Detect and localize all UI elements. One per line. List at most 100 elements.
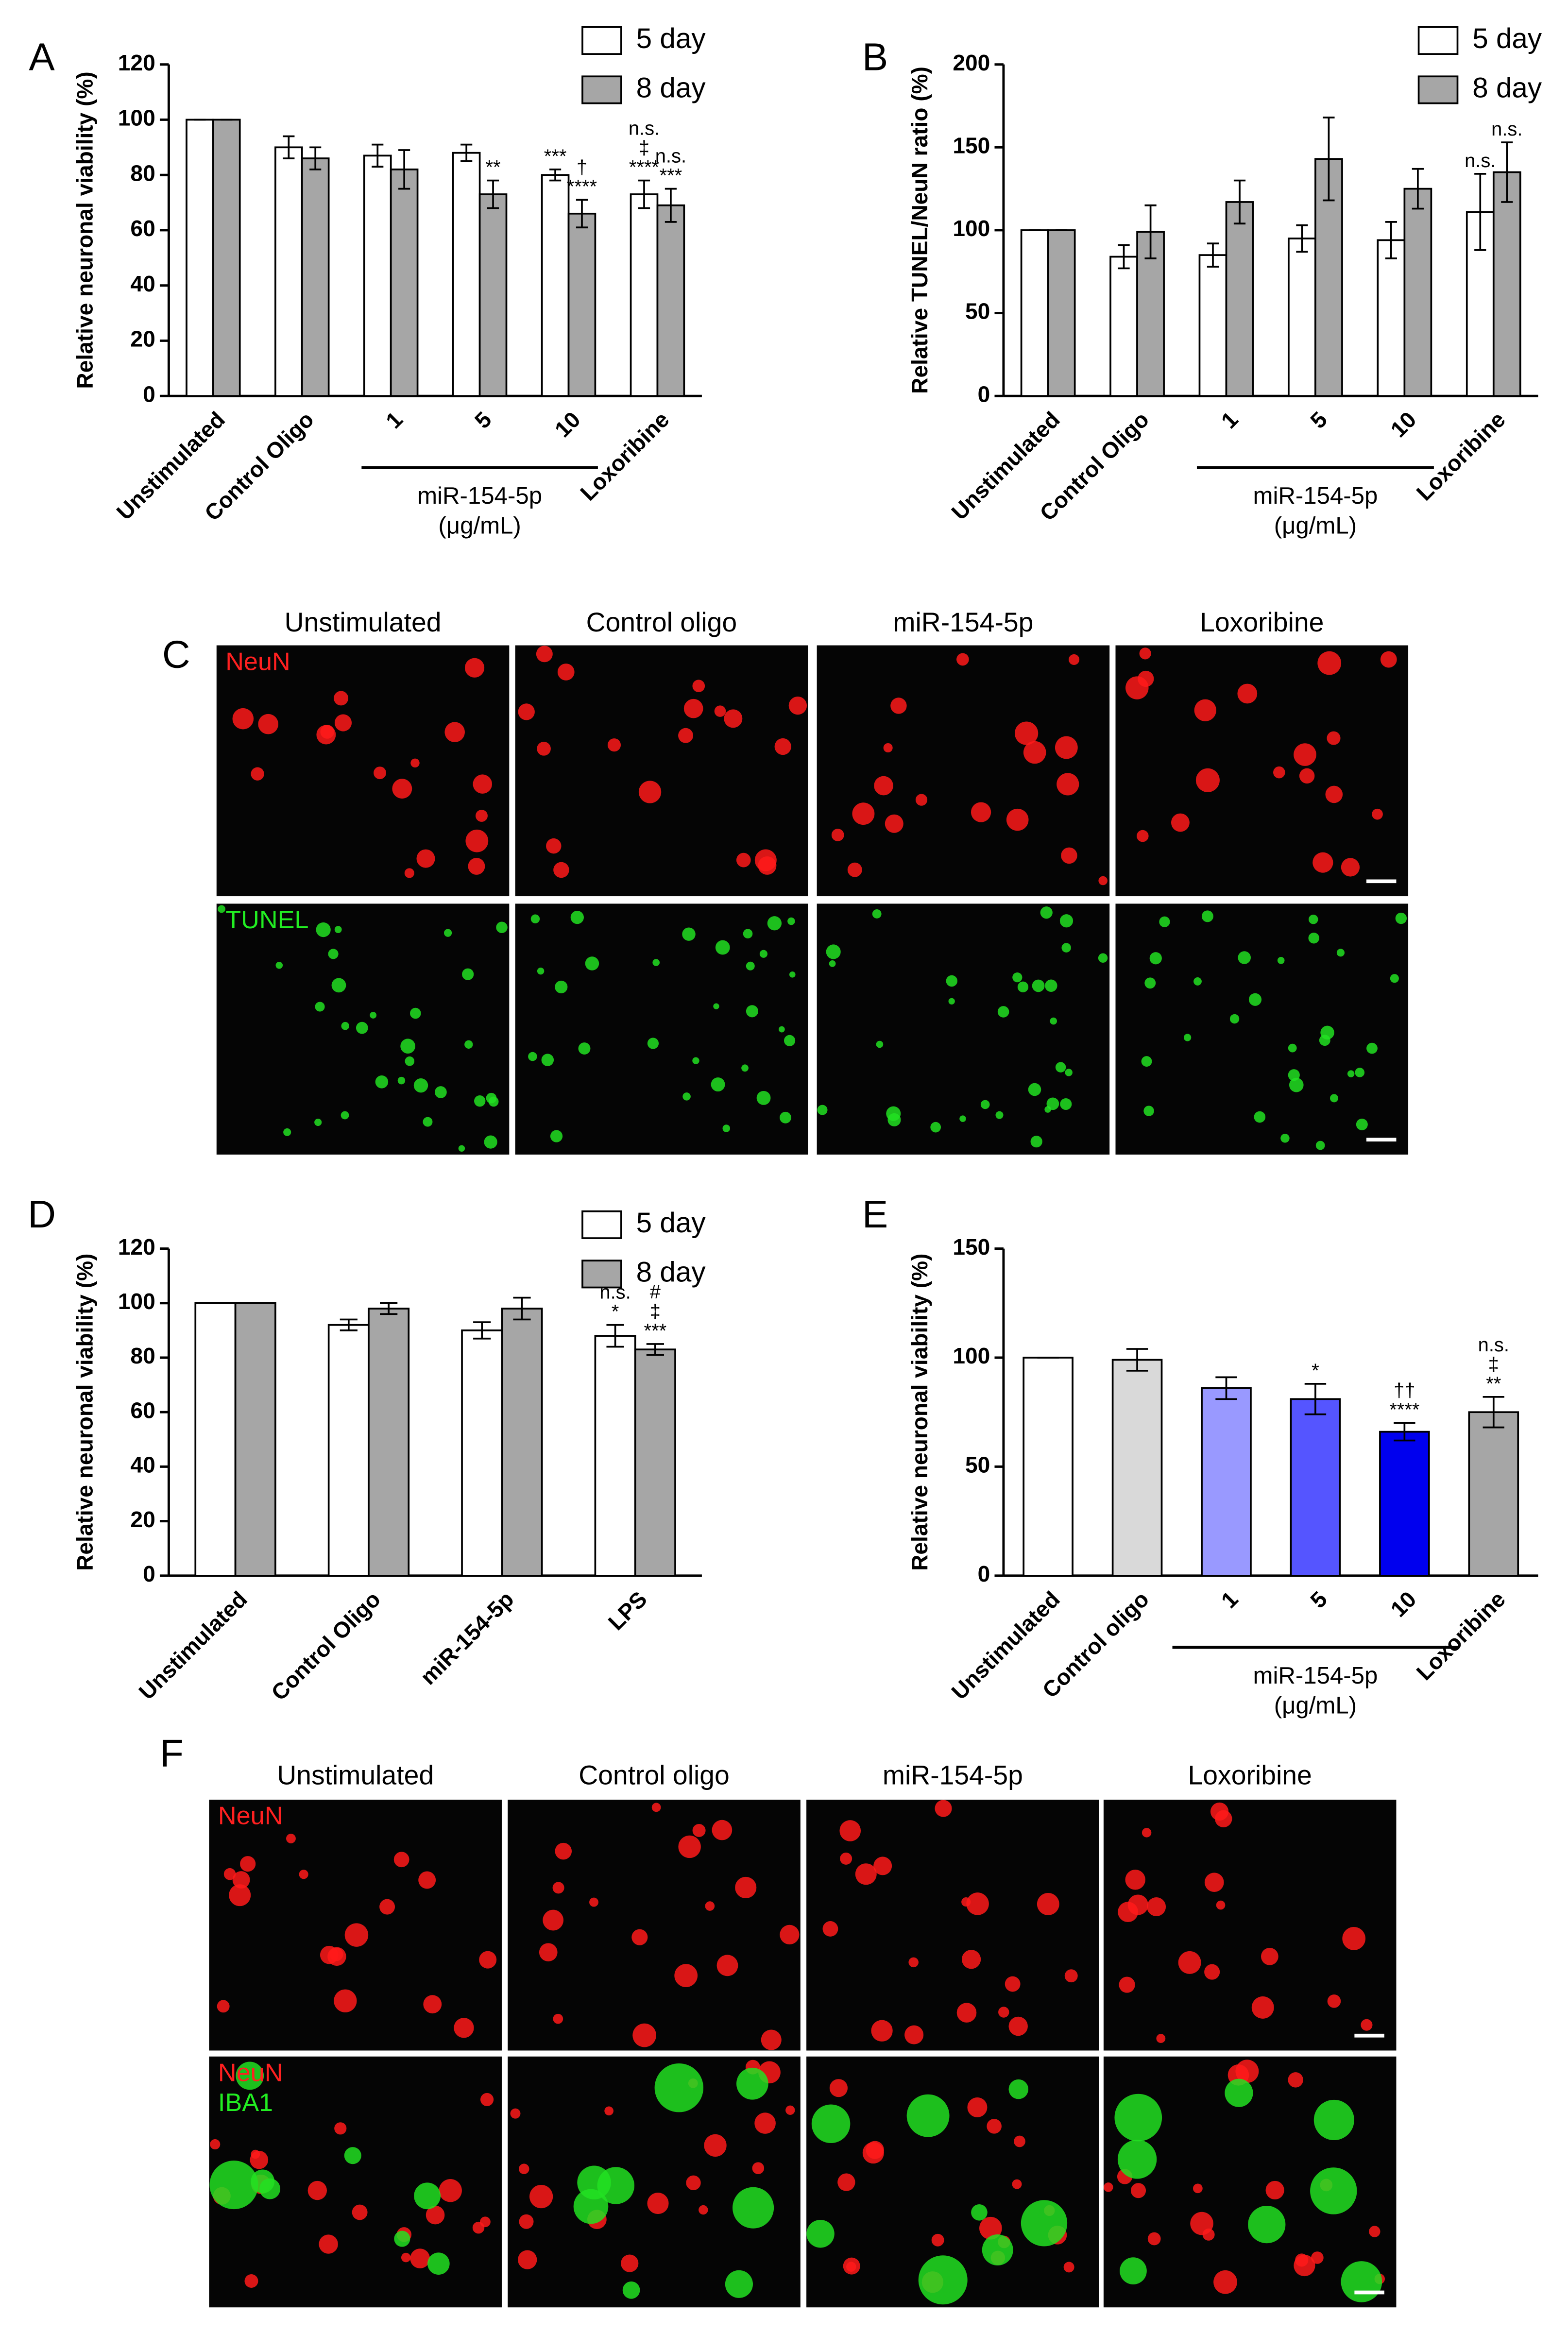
- group-label: (μg/mL): [1274, 512, 1357, 539]
- cell: [210, 2139, 221, 2150]
- legend-swatch: [581, 26, 622, 55]
- cell: [316, 922, 331, 937]
- cell: [678, 728, 694, 743]
- error-bar: [398, 149, 410, 190]
- cell: [1248, 993, 1262, 1006]
- cell: [464, 1040, 473, 1049]
- cell: [831, 829, 844, 841]
- panel-label: E: [862, 1192, 888, 1236]
- cell: [741, 1064, 749, 1072]
- cell: [887, 1113, 901, 1126]
- x-tick-label: 10: [1385, 1586, 1421, 1622]
- y-tick-label: 0: [978, 381, 990, 407]
- cell: [874, 776, 893, 796]
- cell: [1299, 768, 1315, 784]
- cell: [876, 1040, 884, 1048]
- cell: [1098, 953, 1108, 963]
- cell: [1342, 1927, 1366, 1950]
- bar: [1020, 229, 1049, 397]
- bar: [1225, 201, 1254, 397]
- micrograph: [515, 903, 808, 1155]
- cell: [1366, 1042, 1378, 1054]
- bar: [1379, 1430, 1430, 1577]
- stain-label: NeuN: [218, 2059, 283, 2087]
- cell: [1311, 2251, 1324, 2264]
- cell: [1069, 654, 1080, 665]
- cell: [496, 921, 508, 933]
- cell: [1195, 768, 1220, 792]
- cell: [1141, 1056, 1152, 1067]
- bar: [567, 212, 597, 397]
- y-tick-label: 120: [118, 1234, 155, 1260]
- x-tick-label: Control Oligo: [266, 1586, 385, 1705]
- cell: [785, 2105, 795, 2115]
- cell: [404, 868, 414, 878]
- cell: [458, 1145, 465, 1152]
- error-bar: [1126, 1348, 1148, 1372]
- cell: [401, 2252, 411, 2263]
- cell: [443, 929, 452, 937]
- bar: [656, 204, 685, 397]
- cell: [1008, 2016, 1028, 2036]
- cell: [1138, 670, 1154, 687]
- cell: [1045, 979, 1057, 992]
- bar: [274, 146, 303, 397]
- significance-label: ‡: [1488, 1354, 1499, 1375]
- cell: [232, 1871, 250, 1889]
- cell: [1119, 1976, 1135, 1993]
- cell: [394, 2231, 410, 2247]
- y-tick-label: 100: [118, 1289, 155, 1314]
- error-bar: [1304, 1383, 1327, 1415]
- cell: [1055, 736, 1078, 759]
- cell: [995, 1111, 1004, 1119]
- cell: [1118, 1902, 1139, 1923]
- cell: [375, 1075, 389, 1089]
- cell: [774, 738, 791, 755]
- error-bar: [1207, 242, 1219, 268]
- cell: [1125, 1870, 1145, 1890]
- error-bar: [1296, 224, 1308, 253]
- cell: [756, 1090, 771, 1105]
- cell: [746, 1005, 758, 1018]
- cell: [518, 703, 535, 720]
- x-tick-label: 10: [1385, 407, 1421, 442]
- error-bar: [1412, 168, 1424, 210]
- cell: [631, 1929, 648, 1945]
- cell: [1061, 943, 1071, 953]
- cell: [1012, 972, 1023, 983]
- cell: [829, 2079, 848, 2097]
- cell: [1120, 2257, 1147, 2285]
- cell: [1341, 858, 1360, 877]
- cell: [1327, 1994, 1341, 2008]
- cell: [674, 1964, 698, 1988]
- cell: [736, 852, 751, 868]
- cell: [537, 742, 551, 756]
- cell: [946, 975, 958, 987]
- cell: [528, 1052, 537, 1061]
- cell: [577, 2165, 611, 2199]
- bar: [634, 1348, 676, 1577]
- cell: [1273, 766, 1285, 779]
- column-label: Loxoribine: [1188, 1760, 1312, 1790]
- cell: [334, 2122, 347, 2135]
- cell: [948, 998, 955, 1005]
- panel-label: D: [28, 1192, 56, 1236]
- cell: [258, 714, 279, 734]
- cell: [439, 2179, 462, 2202]
- bar: [301, 157, 330, 397]
- error-bar: [340, 1318, 358, 1331]
- cell: [1380, 651, 1397, 668]
- cell: [908, 1957, 919, 1968]
- cell: [987, 2119, 1002, 2134]
- significance-label: ***: [544, 146, 567, 167]
- cell: [1190, 2212, 1213, 2235]
- cell: [1248, 2206, 1286, 2244]
- stain-label: IBA1: [218, 2089, 273, 2117]
- cell: [1201, 910, 1213, 922]
- cell: [780, 1111, 791, 1124]
- cell: [536, 646, 553, 663]
- significance-label: ****: [567, 176, 597, 197]
- cell: [1012, 2179, 1022, 2189]
- cell: [604, 2106, 614, 2116]
- bar: [1290, 1398, 1341, 1577]
